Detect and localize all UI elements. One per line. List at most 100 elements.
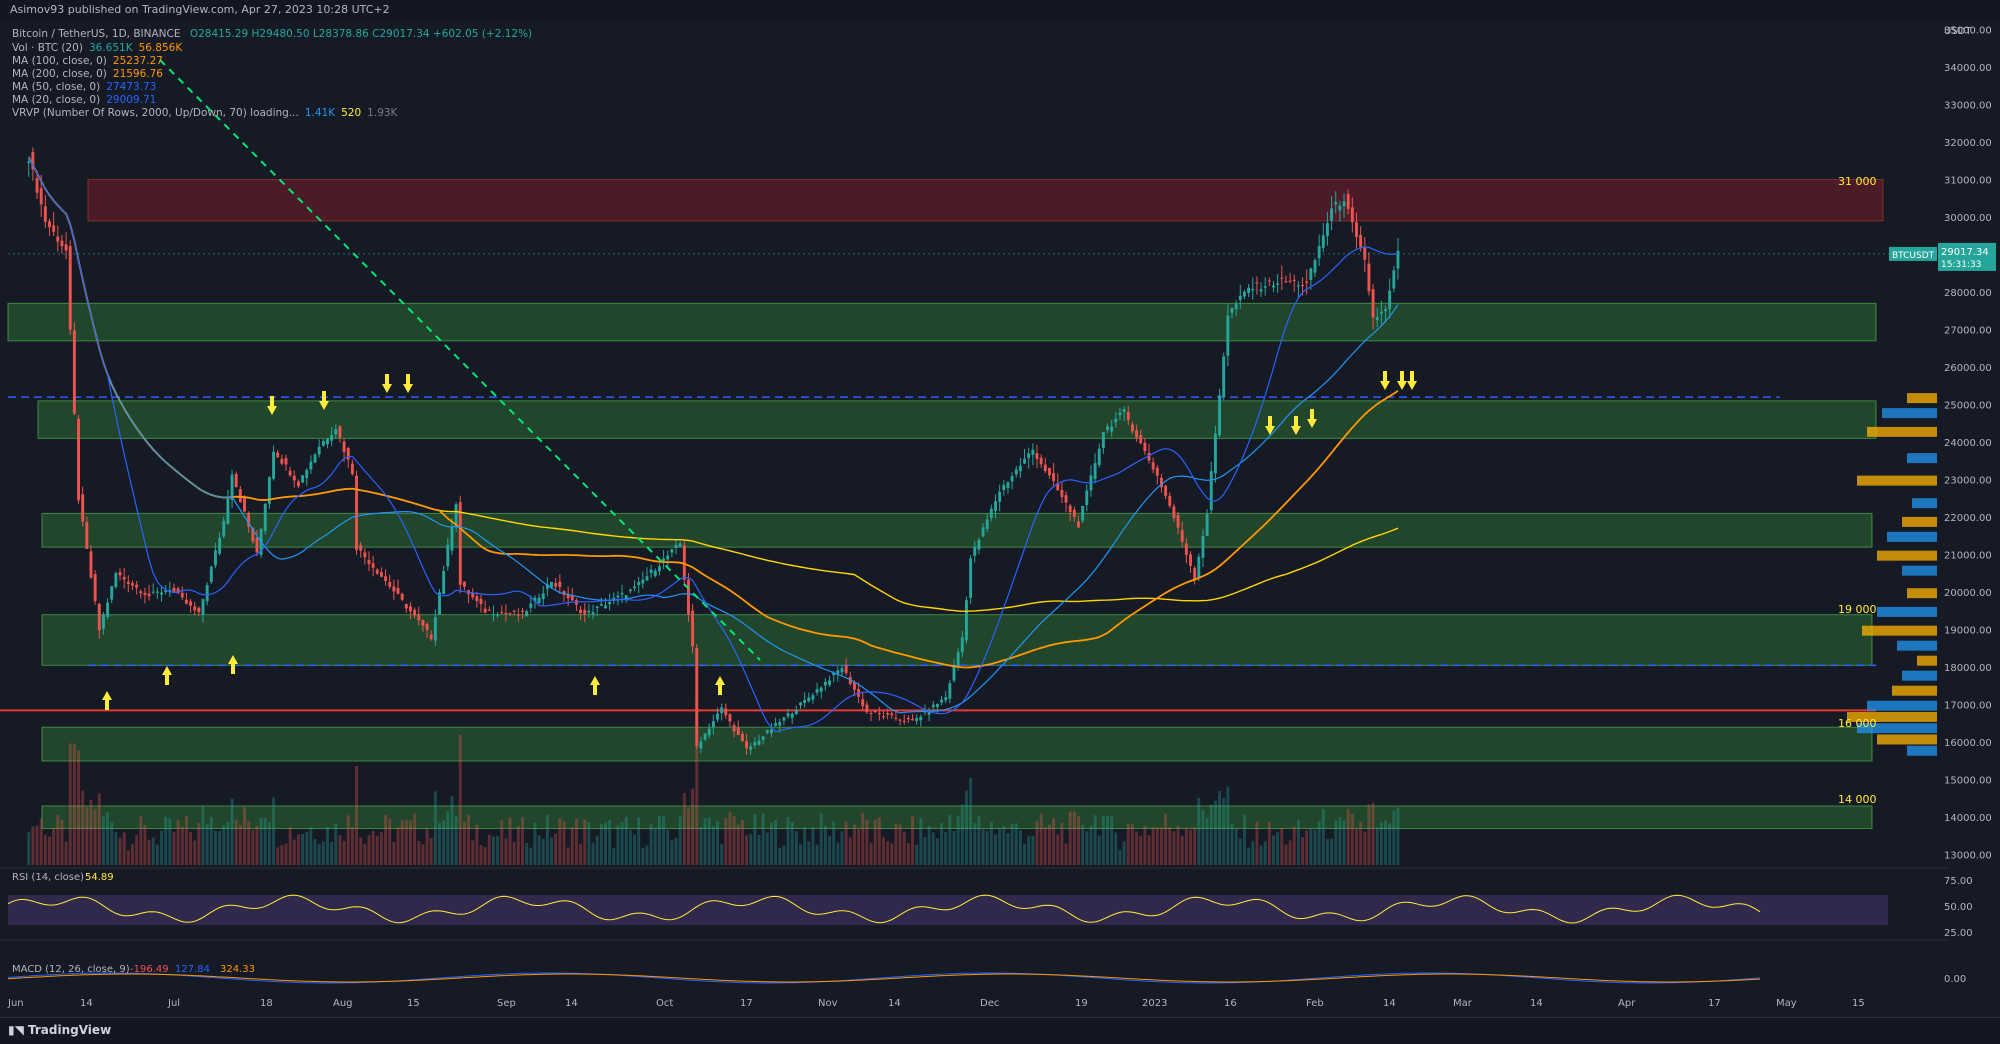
candle-body (1251, 288, 1255, 291)
time-tick-label: Oct (656, 998, 673, 1009)
volume-bar (574, 818, 578, 865)
volume-bar (819, 813, 823, 865)
volume-bar (467, 815, 471, 865)
volume-bar (1193, 827, 1197, 865)
volume-bar (1184, 827, 1188, 865)
volume-bar (778, 847, 782, 865)
candle-body (450, 527, 454, 551)
time-tick-label: 15 (1852, 998, 1865, 1009)
time-tick-label: Feb (1306, 998, 1324, 1009)
candle-body (64, 244, 68, 251)
volume-bar (873, 819, 877, 865)
time-tick-label: 14 (80, 998, 93, 1009)
indicator-value: 36.651K (88, 42, 133, 54)
indicator-value: 27473.73 (106, 81, 157, 93)
candle-body (89, 551, 93, 578)
candle-body (898, 719, 902, 721)
candle-body (363, 552, 367, 558)
candle-body (960, 637, 964, 653)
candle-body (1172, 506, 1176, 519)
volume-bar (1068, 811, 1072, 865)
resistance-zone (87, 179, 1884, 222)
countdown-label: 15:31:33 (1941, 260, 1981, 270)
volume-bar (566, 847, 570, 865)
candle-body (649, 569, 653, 574)
indicator-label: MA (50, close, 0) (12, 81, 101, 93)
volume-bar (1172, 831, 1176, 865)
candle-body (222, 520, 226, 537)
volume-bar (350, 826, 354, 865)
candle-body (774, 723, 778, 726)
rsi-line (7, 894, 1761, 924)
indicator-row[interactable]: MA (100, close, 0) 25237.27 (12, 55, 169, 67)
indicator-row[interactable]: VRVP (Number Of Rows, 2000, Up/Down, 70)… (12, 107, 403, 119)
volume-bar (1234, 828, 1238, 865)
candle-body (1346, 194, 1350, 209)
tradingview-logo[interactable]: ▮◥ TradingView (8, 1023, 112, 1037)
candle-body (425, 623, 429, 630)
volume-bar (985, 830, 989, 865)
volume-bar (1143, 825, 1147, 865)
indicator-row[interactable]: MA (50, close, 0) 27473.73 (12, 81, 162, 93)
volume-bar (994, 834, 997, 865)
price-tick-label: 27000.00 (1944, 326, 1992, 337)
indicator-row[interactable]: MA (20, close, 0) 29009.71 (12, 94, 162, 106)
candle-body (537, 597, 541, 604)
volume-bar (1388, 823, 1392, 865)
volume-bar (769, 823, 773, 865)
volume-bar (433, 791, 437, 865)
indicator-row[interactable]: Vol · BTC (20) 36.651K 56.856K (12, 42, 188, 54)
volume-bar (164, 816, 168, 865)
volume-bar (828, 836, 831, 865)
candle-body (1180, 530, 1184, 542)
down-arrow-icon (319, 391, 329, 410)
volume-bar (1064, 843, 1068, 865)
candle-body (409, 606, 412, 612)
volume-bar (604, 822, 607, 865)
volume-bar (641, 847, 645, 865)
candle-body (155, 591, 159, 593)
candle-body (1193, 568, 1197, 580)
candle-body (1205, 514, 1209, 536)
volume-bar (396, 827, 400, 865)
indicator-value: 29009.71 (106, 94, 157, 106)
price-tick-label: 13000.00 (1944, 851, 1992, 862)
down-arrow-icon (1265, 416, 1275, 435)
volume-bar (1002, 825, 1006, 865)
support-zone (37, 400, 1877, 439)
volume-bar (956, 815, 960, 865)
zone-label: 16 000 (1838, 717, 1877, 730)
candle-body (350, 463, 354, 475)
indicator-row[interactable]: MA (200, close, 0) 21596.76 (12, 68, 169, 80)
volume-bar (1151, 827, 1155, 865)
volume-bar (786, 817, 790, 865)
volume-bar (1097, 835, 1101, 865)
volume-bar (998, 828, 1002, 865)
candle-body (1143, 442, 1147, 452)
candle-body (68, 246, 72, 330)
candle-body (1222, 356, 1226, 397)
candle-body (384, 576, 388, 582)
volume-bar (243, 806, 246, 865)
volume-bar (292, 839, 296, 865)
candle-body (1064, 495, 1068, 503)
candle-body (948, 683, 952, 699)
candle-body (1081, 505, 1085, 521)
candle-body (861, 699, 865, 707)
support-zone (41, 512, 1873, 548)
volume-bar (126, 850, 130, 865)
volume-bar (657, 816, 661, 865)
volume-profile-bar (1867, 700, 1937, 711)
volume-bar (1118, 849, 1122, 865)
candle-body (832, 672, 836, 676)
candle-body (404, 604, 408, 609)
candle-body (998, 491, 1002, 502)
volume-bar (1122, 841, 1126, 865)
macd-value: 324.33 (220, 964, 255, 975)
volume-bar (1147, 835, 1151, 865)
candle-body (873, 710, 877, 713)
candle-body (429, 634, 433, 640)
volume-bar (1176, 825, 1180, 865)
time-tick-label: 14 (565, 998, 578, 1009)
